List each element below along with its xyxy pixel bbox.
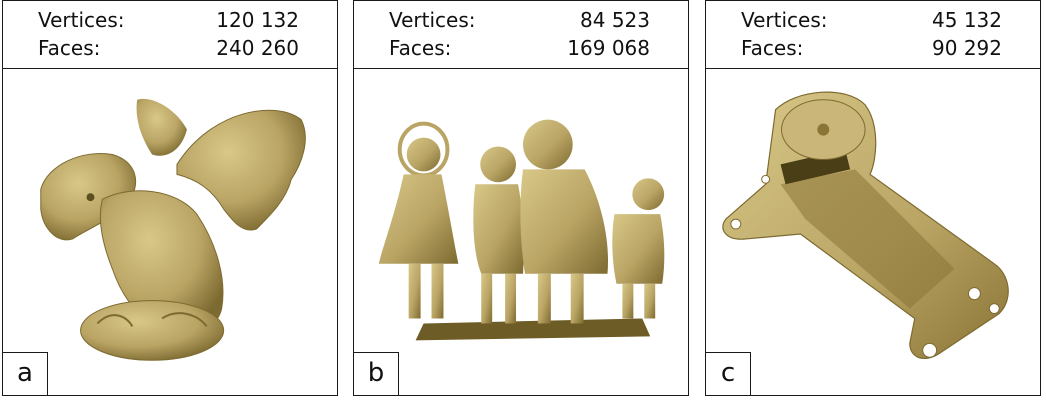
vertices-value: 120 132 [216, 8, 299, 32]
vertices-label: Vertices: [741, 8, 828, 32]
children-statue-model-icon [354, 69, 688, 395]
vertices-row: Vertices: 120 132 [3, 8, 337, 32]
panel-tag: b [353, 352, 399, 396]
vertices-label: Vertices: [389, 8, 476, 32]
vertices-row: Vertices: 84 523 [354, 8, 688, 32]
panel-tag: c [705, 352, 751, 396]
faces-row: Faces: 90 292 [706, 36, 1040, 60]
faces-value: 240 260 [216, 36, 299, 60]
faces-label: Faces: [389, 36, 452, 60]
panel-tag: a [2, 352, 48, 396]
mesh-stats: Vertices: 120 132 Faces: 240 260 [3, 1, 337, 69]
mesh-stats: Vertices: 45 132 Faces: 90 292 [706, 1, 1040, 69]
bracket-part-model-icon [706, 69, 1040, 395]
panel-b: Vertices: 84 523 Faces: 169 068 [353, 0, 689, 396]
vertices-value: 84 523 [580, 8, 650, 32]
faces-row: Faces: 240 260 [3, 36, 337, 60]
gargoyle-model-icon [3, 69, 337, 395]
vertices-label: Vertices: [38, 8, 125, 32]
vertices-value: 45 132 [932, 8, 1002, 32]
faces-value: 90 292 [932, 36, 1002, 60]
faces-label: Faces: [741, 36, 804, 60]
faces-label: Faces: [38, 36, 101, 60]
faces-value: 169 068 [567, 36, 650, 60]
panel-c: Vertices: 45 132 Faces: 90 292 [705, 0, 1041, 396]
vertices-row: Vertices: 45 132 [706, 8, 1040, 32]
faces-row: Faces: 169 068 [354, 36, 688, 60]
panel-a: Vertices: 120 132 Faces: 240 260 [2, 0, 338, 396]
mesh-stats: Vertices: 84 523 Faces: 169 068 [354, 1, 688, 69]
